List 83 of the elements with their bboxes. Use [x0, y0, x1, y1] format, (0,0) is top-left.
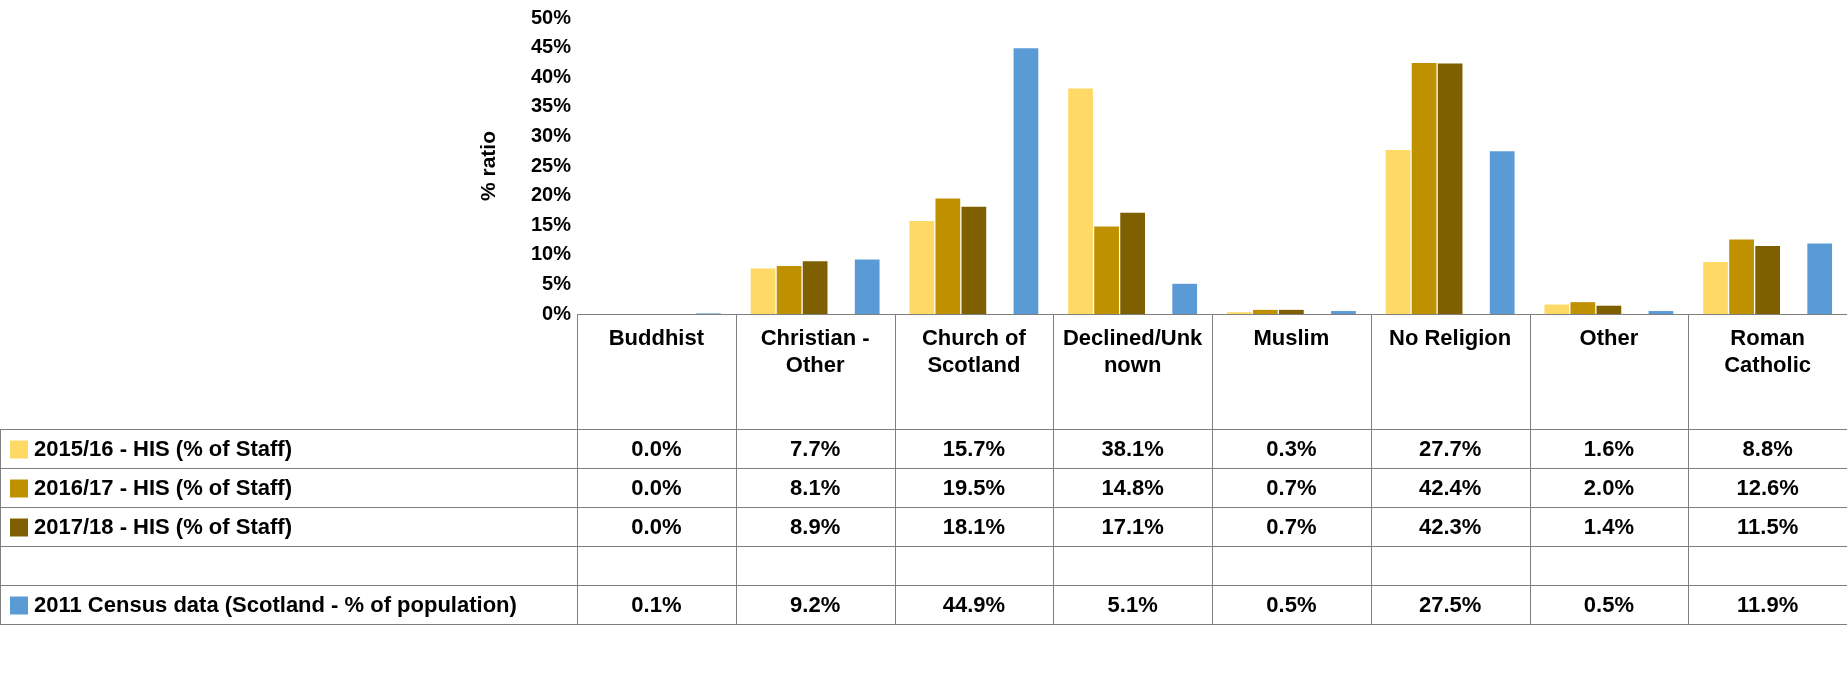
bar: [1120, 212, 1145, 314]
bar: [1437, 63, 1463, 314]
legend-label: 2011 Census data (Scotland - % of population): [34, 591, 517, 617]
bar: [1570, 302, 1596, 314]
data-label: 0.5%: [1583, 591, 1634, 617]
x-tick-label: Declined/Unknown: [1062, 325, 1204, 377]
bar: [909, 221, 935, 314]
data-label: 0.0%: [631, 474, 682, 500]
data-label: 27.5%: [1418, 591, 1482, 617]
x-tick-label: Roman Catholic: [1724, 325, 1812, 377]
data-label: 1.6%: [1583, 435, 1634, 461]
data-label: 44.9%: [942, 591, 1006, 617]
data-label: 0.3%: [1266, 435, 1317, 461]
bar: [1703, 261, 1728, 314]
x-tick-label: Muslim: [1253, 325, 1330, 351]
y-tick-label: 40%: [530, 64, 572, 87]
data-label: 42.3%: [1418, 513, 1482, 539]
legend-label: 2015/16 - HIS (% of Staff): [34, 435, 292, 461]
data-label: 1.4%: [1583, 513, 1634, 539]
x-tick-label: Other: [1579, 325, 1639, 351]
y-tick-label: 25%: [530, 153, 572, 176]
data-label: 0.0%: [631, 435, 682, 461]
data-label: 38.1%: [1101, 435, 1164, 461]
bar: [1648, 311, 1674, 314]
y-tick-label: 30%: [530, 123, 572, 146]
y-tick-label: 15%: [530, 212, 572, 235]
data-label: 19.5%: [942, 474, 1006, 500]
data-label: 2.0%: [1583, 474, 1634, 500]
x-tick-label: Christian - Other: [760, 325, 870, 377]
y-axis-title: % ratio: [476, 130, 500, 202]
bar: [1068, 88, 1093, 314]
bar: [935, 198, 961, 314]
y-tick-label: 50%: [530, 5, 572, 28]
bar: [1755, 245, 1780, 314]
bar: [1385, 150, 1411, 314]
data-label: 11.5%: [1737, 513, 1799, 539]
data-label: 14.8%: [1101, 474, 1164, 500]
bar: [1729, 239, 1754, 314]
data-label: 0.0%: [631, 513, 682, 539]
x-tick-label: Buddhist: [608, 325, 705, 351]
data-label: 5.1%: [1107, 591, 1158, 617]
bar: [750, 268, 776, 314]
data-label: 11.9%: [1737, 591, 1799, 617]
data-label: 18.1%: [942, 513, 1006, 539]
data-label: 9.2%: [790, 591, 841, 617]
bar: [854, 259, 880, 314]
data-label: 0.5%: [1266, 591, 1317, 617]
x-tick-label: No Religion: [1389, 325, 1512, 351]
data-label: 0.1%: [631, 591, 682, 617]
bar: [1596, 305, 1622, 314]
y-tick-label: 35%: [530, 94, 572, 117]
data-label: 42.4%: [1418, 474, 1482, 500]
bar: [1279, 309, 1304, 314]
legend-label: 2017/18 - HIS (% of Staff): [34, 513, 292, 539]
data-label: 27.7%: [1418, 435, 1482, 461]
legend-label: 2016/17 - HIS (% of Staff): [34, 474, 292, 500]
bar: [1172, 283, 1198, 314]
y-tick-label: 0%: [542, 301, 572, 324]
bar: [1252, 309, 1278, 314]
y-tick-label: 45%: [530, 35, 572, 58]
bar: [1094, 226, 1119, 314]
bar: [1013, 48, 1039, 314]
data-label: 12.6%: [1736, 474, 1799, 500]
data-label: 17.1%: [1101, 513, 1164, 539]
bar: [1411, 62, 1437, 314]
data-label: 15.7%: [942, 435, 1006, 461]
bar: [1489, 151, 1515, 314]
bar: [1807, 243, 1833, 314]
bar: [802, 261, 828, 314]
y-tick-label: 10%: [530, 242, 572, 265]
data-label: 0.7%: [1266, 513, 1317, 539]
y-tick-label: 5%: [542, 271, 572, 294]
bar: [961, 206, 987, 314]
data-label: 8.8%: [1742, 435, 1793, 461]
data-label: 0.7%: [1266, 474, 1317, 500]
data-label: 8.9%: [790, 513, 841, 539]
x-tick-label: Church of Scotland: [921, 325, 1027, 377]
data-label: 8.1%: [790, 474, 841, 500]
data-label: 7.7%: [790, 435, 841, 461]
bar: [776, 266, 802, 314]
bar: [1544, 304, 1570, 314]
y-tick-label: 20%: [530, 183, 572, 206]
bar: [1331, 311, 1356, 314]
